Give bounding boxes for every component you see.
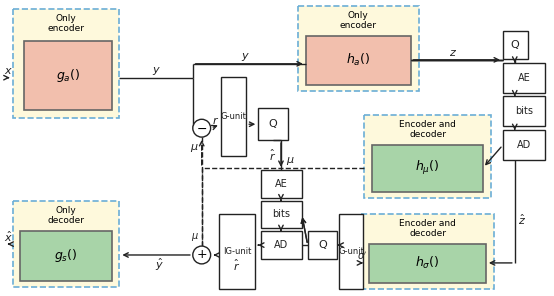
- Text: $\hat{r}$: $\hat{r}$: [233, 257, 240, 273]
- Text: decoder: decoder: [409, 229, 446, 238]
- Text: Only: Only: [55, 14, 76, 23]
- Text: $h_\mu()$: $h_\mu()$: [416, 159, 440, 177]
- Bar: [13, 9, 120, 118]
- Text: $x$: $x$: [4, 66, 13, 76]
- Text: bits: bits: [515, 106, 533, 116]
- Text: $+$: $+$: [196, 248, 207, 261]
- Text: $\hat{x}$: $\hat{x}$: [4, 230, 13, 244]
- Bar: [503, 130, 546, 160]
- Text: $\hat{z}$: $\hat{z}$: [517, 212, 526, 226]
- Text: encoder: encoder: [340, 21, 377, 30]
- Bar: [361, 214, 494, 289]
- Bar: [24, 41, 111, 110]
- Text: AD: AD: [274, 240, 289, 250]
- Text: $h_a()$: $h_a()$: [346, 52, 371, 68]
- Bar: [220, 77, 247, 156]
- Text: Q: Q: [318, 240, 327, 250]
- Text: Q: Q: [511, 40, 520, 50]
- Text: Q: Q: [269, 119, 278, 129]
- Bar: [20, 231, 111, 281]
- Text: G-unit: G-unit: [338, 247, 364, 256]
- Text: $-$: $-$: [196, 122, 207, 135]
- Text: AE: AE: [518, 73, 531, 83]
- Bar: [306, 36, 411, 85]
- Text: AE: AE: [275, 179, 288, 189]
- Text: Only: Only: [55, 206, 76, 215]
- Bar: [258, 108, 288, 140]
- Text: bits: bits: [273, 209, 290, 219]
- Bar: [372, 145, 483, 192]
- Bar: [261, 200, 302, 228]
- Text: $\hat{y}$: $\hat{y}$: [155, 257, 163, 273]
- Circle shape: [193, 119, 211, 137]
- Bar: [503, 63, 546, 93]
- Text: G-unit: G-unit: [220, 112, 247, 121]
- Text: decoder: decoder: [48, 216, 85, 225]
- Bar: [340, 214, 363, 289]
- Bar: [298, 6, 419, 91]
- Text: Only: Only: [348, 11, 368, 20]
- Text: encoder: encoder: [48, 24, 85, 33]
- Bar: [219, 214, 255, 289]
- Bar: [503, 96, 546, 126]
- Text: IG-unit: IG-unit: [223, 247, 251, 256]
- Bar: [261, 170, 302, 197]
- Text: $y$: $y$: [241, 51, 250, 63]
- Text: $\mu$: $\mu$: [191, 231, 199, 243]
- Bar: [261, 231, 302, 259]
- Text: $z$: $z$: [449, 48, 458, 58]
- Text: Encoder and: Encoder and: [399, 219, 456, 228]
- Text: AD: AD: [517, 140, 531, 150]
- Circle shape: [193, 246, 211, 264]
- Bar: [503, 31, 527, 59]
- Text: $\mu$: $\mu$: [191, 142, 199, 154]
- Text: $h_\sigma()$: $h_\sigma()$: [416, 255, 440, 271]
- Text: $g_s()$: $g_s()$: [54, 247, 78, 265]
- Text: $r$: $r$: [212, 115, 219, 126]
- Text: Encoder and: Encoder and: [399, 120, 456, 129]
- Bar: [364, 115, 491, 197]
- Text: $\mu$: $\mu$: [285, 155, 294, 167]
- Text: $y$: $y$: [152, 65, 161, 77]
- Bar: [13, 202, 120, 287]
- Text: $\sigma'$: $\sigma'$: [357, 250, 367, 262]
- Text: $\hat{r}$: $\hat{r}$: [269, 147, 276, 163]
- Bar: [369, 244, 486, 283]
- Text: $g_a()$: $g_a()$: [56, 67, 80, 84]
- Text: decoder: decoder: [409, 130, 446, 139]
- Bar: [307, 231, 337, 259]
